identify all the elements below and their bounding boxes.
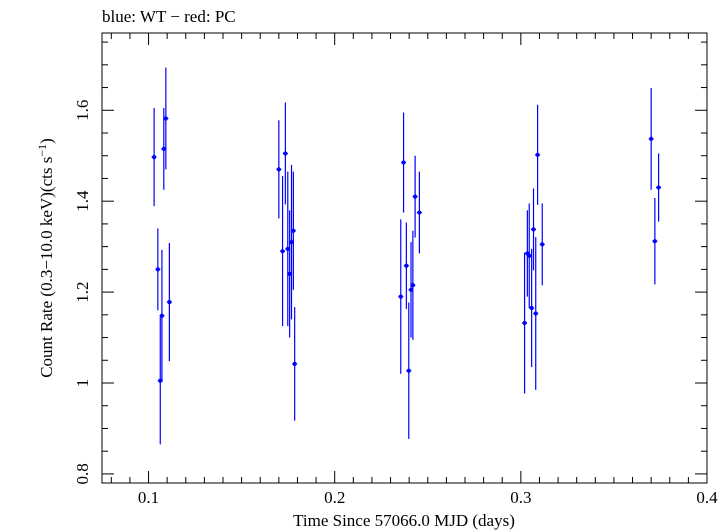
data-point — [401, 160, 406, 165]
y-tick-label: 1 — [73, 379, 92, 388]
x-tick-label: 0.4 — [696, 488, 718, 507]
data-point — [408, 287, 414, 292]
chart-title: blue: WT − red: PC — [102, 7, 236, 26]
data-point — [398, 294, 403, 299]
data-point — [289, 239, 294, 245]
data-point — [167, 299, 172, 305]
y-tick-label: 1.4 — [73, 190, 92, 212]
data-point — [285, 246, 290, 252]
data-point — [529, 305, 534, 311]
data-point — [291, 228, 296, 233]
y-tick-label: 1.2 — [73, 281, 92, 302]
y-axis-label-superscript: −1 — [35, 144, 49, 157]
data-point — [158, 378, 163, 383]
data-point — [413, 194, 418, 199]
y-axis-label: Count Rate (0.3−10.0 keV)(cts s−1) — [35, 138, 56, 378]
data-point — [417, 210, 422, 215]
x-tick-label: 0.2 — [324, 488, 345, 507]
data-point — [540, 242, 545, 247]
x-tick-label: 0.1 — [138, 488, 159, 507]
axis-ticks — [102, 33, 708, 483]
data-points — [152, 116, 661, 383]
x-tick-labels: 0.1 0.2 0.3 0.4 — [138, 488, 718, 507]
data-point — [531, 227, 536, 232]
data-point — [152, 154, 157, 160]
y-tick-labels: 0.8 1 1.2 1.4 1.6 — [73, 100, 92, 485]
data-point — [292, 361, 297, 367]
x-axis-label: Time Since 57066.0 MJD (days) — [293, 511, 515, 530]
data-point — [410, 283, 415, 288]
error-bars — [151, 67, 662, 445]
data-point — [404, 263, 409, 268]
data-point — [155, 267, 160, 272]
data-point — [522, 320, 527, 326]
data-point — [656, 185, 661, 190]
data-point — [163, 116, 168, 121]
data-point — [652, 239, 657, 244]
data-point — [283, 151, 288, 156]
x-tick-label: 0.3 — [510, 488, 531, 507]
data-point — [406, 368, 411, 373]
y-axis-label-main: Count Rate (0.3−10.0 keV)(cts s — [37, 157, 56, 378]
data-point — [533, 311, 538, 316]
data-point — [649, 136, 654, 142]
data-point — [280, 249, 285, 254]
data-point — [535, 152, 540, 157]
y-axis-label-end: ) — [37, 138, 56, 144]
data-point — [276, 167, 281, 172]
data-point — [527, 253, 532, 258]
data-point — [159, 313, 165, 318]
y-tick-label: 0.8 — [73, 463, 92, 484]
data-point — [161, 146, 166, 152]
y-tick-label: 1.6 — [73, 100, 92, 121]
plot-frame — [101, 32, 708, 484]
data-point — [287, 271, 292, 277]
